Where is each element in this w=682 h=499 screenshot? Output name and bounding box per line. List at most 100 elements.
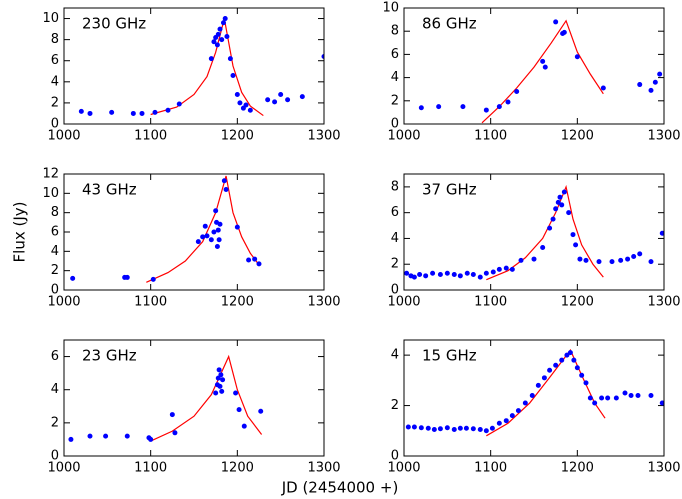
data-point bbox=[195, 239, 201, 245]
x-tick-label: 1100 bbox=[474, 295, 507, 310]
data-point bbox=[599, 395, 605, 401]
data-point bbox=[78, 108, 84, 114]
data-point bbox=[224, 33, 230, 39]
data-point bbox=[219, 388, 225, 394]
data-point bbox=[169, 412, 175, 418]
data-point bbox=[437, 272, 443, 278]
panel-label: 37 GHz bbox=[422, 181, 477, 199]
data-point bbox=[418, 425, 424, 431]
panel-label: 15 GHz bbox=[422, 347, 477, 365]
x-tick-label: 1300 bbox=[307, 129, 340, 144]
data-point bbox=[470, 426, 476, 432]
data-point bbox=[559, 202, 565, 208]
data-point bbox=[221, 178, 227, 184]
data-point bbox=[219, 37, 225, 43]
data-point bbox=[503, 265, 509, 271]
y-tick-label: 0 bbox=[51, 117, 59, 132]
data-point bbox=[547, 367, 553, 373]
data-point bbox=[496, 104, 502, 110]
data-point bbox=[600, 85, 606, 91]
y-tick-label: 2 bbox=[391, 398, 399, 413]
x-tick-label: 1300 bbox=[647, 129, 680, 144]
data-point bbox=[68, 436, 74, 442]
x-tick-label: 1000 bbox=[47, 461, 80, 476]
y-tick-label: 8 bbox=[51, 205, 59, 220]
y-tick-label: 4 bbox=[391, 231, 399, 246]
data-point bbox=[570, 232, 576, 238]
data-point bbox=[574, 365, 580, 371]
data-point bbox=[202, 223, 208, 229]
y-tick-label: 4 bbox=[51, 74, 59, 89]
data-point bbox=[555, 199, 561, 205]
fit-line bbox=[486, 348, 606, 437]
data-point bbox=[243, 102, 249, 108]
y-tick-label: 6 bbox=[51, 225, 59, 240]
x-tick-label: 1300 bbox=[647, 295, 680, 310]
x-tick-label: 1200 bbox=[221, 461, 254, 476]
panel-frame bbox=[403, 7, 665, 125]
data-point bbox=[505, 99, 511, 105]
data-point bbox=[299, 94, 305, 100]
data-point bbox=[535, 382, 541, 388]
data-point bbox=[490, 269, 496, 275]
data-point bbox=[215, 227, 221, 233]
data-point bbox=[165, 107, 171, 113]
y-tick-label: 0 bbox=[391, 449, 399, 464]
data-point bbox=[285, 97, 291, 103]
data-point bbox=[514, 89, 520, 95]
data-point bbox=[625, 256, 631, 262]
x-tick-label: 1200 bbox=[221, 129, 254, 144]
data-point bbox=[234, 224, 240, 230]
fit-line bbox=[486, 184, 604, 281]
y-tick-label: 8 bbox=[391, 179, 399, 194]
data-point bbox=[425, 425, 431, 431]
data-point bbox=[70, 275, 76, 281]
data-point bbox=[509, 413, 515, 419]
data-point bbox=[272, 99, 278, 105]
data-point bbox=[213, 208, 219, 214]
data-point bbox=[258, 408, 264, 414]
data-point bbox=[489, 425, 495, 431]
y-tick-label: 2 bbox=[51, 263, 59, 278]
data-point bbox=[564, 352, 570, 358]
data-point bbox=[240, 105, 246, 111]
data-point bbox=[540, 244, 546, 250]
data-point bbox=[217, 26, 223, 32]
x-tick-label: 1100 bbox=[474, 461, 507, 476]
data-point bbox=[218, 372, 224, 378]
data-point bbox=[659, 400, 664, 406]
data-point bbox=[518, 257, 524, 263]
data-point bbox=[577, 256, 583, 262]
data-point bbox=[550, 216, 556, 222]
data-point bbox=[460, 104, 466, 110]
data-point bbox=[477, 274, 483, 280]
data-point bbox=[561, 29, 567, 35]
panel-frame bbox=[63, 173, 325, 291]
y-tick-label: 2 bbox=[391, 257, 399, 272]
data-point bbox=[124, 433, 130, 439]
data-point bbox=[648, 87, 654, 93]
y-tick-label: 0 bbox=[51, 449, 59, 464]
x-tick-label: 1000 bbox=[47, 129, 80, 144]
data-point bbox=[542, 64, 548, 70]
data-point bbox=[553, 206, 559, 212]
x-tick-label: 1300 bbox=[647, 461, 680, 476]
data-point bbox=[230, 72, 236, 78]
y-tick-label: 12 bbox=[42, 167, 59, 182]
data-point bbox=[451, 272, 457, 278]
panel-label: 230 GHz bbox=[82, 15, 146, 33]
x-tick-label: 1200 bbox=[561, 129, 594, 144]
y-axis-label: Flux (Jy) bbox=[11, 202, 29, 263]
data-point bbox=[139, 110, 145, 116]
data-point bbox=[220, 377, 226, 383]
data-point bbox=[418, 105, 424, 111]
data-point bbox=[436, 104, 442, 110]
data-point bbox=[553, 19, 559, 25]
panel-frame bbox=[63, 7, 325, 125]
data-point bbox=[256, 261, 262, 267]
data-point bbox=[553, 362, 559, 368]
data-point bbox=[496, 266, 502, 272]
x-tick-label: 1200 bbox=[221, 295, 254, 310]
y-tick-label: 8 bbox=[51, 32, 59, 47]
data-point bbox=[417, 272, 423, 278]
